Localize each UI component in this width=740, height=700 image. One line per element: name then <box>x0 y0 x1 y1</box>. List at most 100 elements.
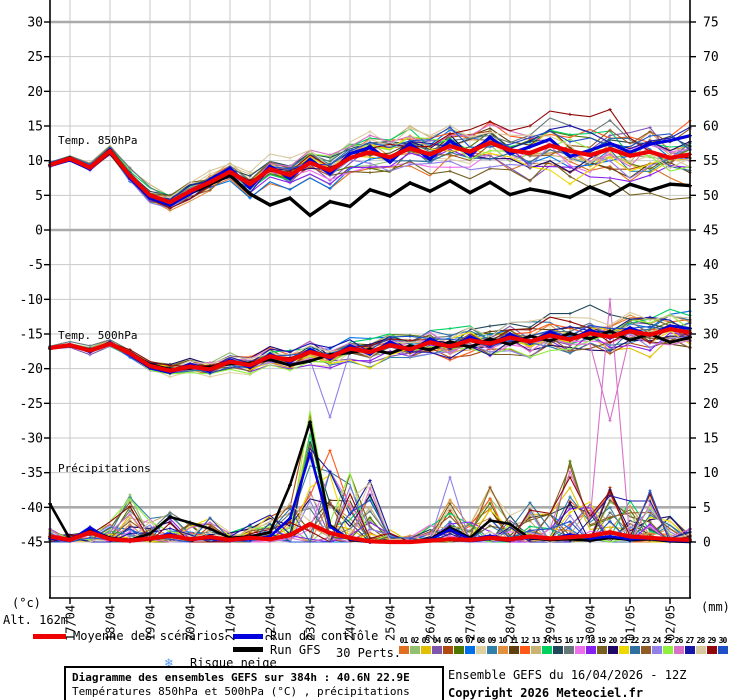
perturbation-number: 23 <box>641 636 651 645</box>
legend-control-label: Run de contrôle <box>270 629 379 643</box>
perturbation-02: 02 <box>409 636 420 654</box>
perturbation-color-square <box>640 646 651 654</box>
perturbation-03: 03 <box>420 636 431 654</box>
perturbation-number: 12 <box>520 636 530 645</box>
perturbation-number: 20 <box>608 636 618 645</box>
perturbation-number: 26 <box>674 636 684 645</box>
perturbation-15: 15 <box>552 636 563 654</box>
perturbation-number: 21 <box>619 636 629 645</box>
right-axis-tick-label: 65 <box>703 85 719 100</box>
perturbation-17: 17 <box>574 636 585 654</box>
left-axis-tick-label: 0 <box>35 224 43 239</box>
perturbation-number: 27 <box>685 636 695 645</box>
perturbation-28: 28 <box>695 636 706 654</box>
perturbation-26: 26 <box>673 636 684 654</box>
right-axis-tick-label: 55 <box>703 154 719 169</box>
perturbation-number: 15 <box>553 636 563 645</box>
perturbation-color-square <box>486 646 497 654</box>
perturbation-number: 03 <box>421 636 431 645</box>
left-axis-tick-label: 5 <box>35 189 43 204</box>
right-axis-tick-label: 10 <box>703 466 719 481</box>
x-axis-date-label: 21/04 <box>224 605 238 641</box>
perturbation-29: 29 <box>706 636 717 654</box>
perturbation-number: 09 <box>487 636 497 645</box>
gfs-line-swatch <box>233 647 263 652</box>
chart-axes: 302520151050-5-10-15-20-25-30-35-40-4575… <box>20 0 719 641</box>
right-axis-tick-label: 15 <box>703 432 719 447</box>
perturbation-12: 12 <box>519 636 530 654</box>
perturbation-14: 14 <box>541 636 552 654</box>
perturbation-color-square <box>662 646 673 654</box>
perturbation-number: 24 <box>652 636 662 645</box>
x-axis-date-label: 24/04 <box>344 605 358 641</box>
perturbation-color-square <box>563 646 574 654</box>
panel-label-precip: Précipitations <box>58 462 151 475</box>
right-axis-tick-label: 20 <box>703 397 719 412</box>
right-axis-tick-label: 0 <box>703 536 711 551</box>
perturbation-color-square <box>684 646 695 654</box>
copyright: Copyright 2026 Meteociel.fr <box>448 686 644 700</box>
perturbation-number: 11 <box>509 636 519 645</box>
perturbation-22: 22 <box>629 636 640 654</box>
right-axis-tick-label: 40 <box>703 258 719 273</box>
perturbation-color-square <box>497 646 508 654</box>
perturbation-color-square <box>442 646 453 654</box>
x-axis-date-label: 23/04 <box>304 605 318 641</box>
perturbation-number: 17 <box>575 636 585 645</box>
perturbation-number: 07 <box>465 636 475 645</box>
main-run-lines <box>48 133 692 545</box>
perturbation-21: 21 <box>618 636 629 654</box>
legend-perts-label: 30 Perts. <box>336 646 402 660</box>
x-axis-date-label: 18/04 <box>104 605 118 641</box>
right-axis-tick-label: 5 <box>703 501 711 516</box>
perturbation-number: 06 <box>454 636 464 645</box>
perturbation-color-square <box>431 646 442 654</box>
perturbation-20: 20 <box>607 636 618 654</box>
left-axis-tick-label: 30 <box>27 16 43 31</box>
perturbation-number: 08 <box>476 636 486 645</box>
perturbation-color-square <box>475 646 486 654</box>
perturbation-number: 14 <box>542 636 552 645</box>
perturbation-24: 24 <box>651 636 662 654</box>
left-axis-tick-label: 15 <box>27 120 43 135</box>
x-axis-date-label: 01/05 <box>624 605 638 641</box>
right-axis-tick-label: 50 <box>703 189 719 204</box>
perturbation-number: 22 <box>630 636 640 645</box>
perturbation-color-square <box>574 646 585 654</box>
left-axis-unit: (°c) <box>12 596 41 610</box>
perturbation-color-square <box>607 646 618 654</box>
ensemble-member-lines <box>48 107 692 544</box>
right-axis-tick-label: 25 <box>703 362 719 377</box>
perturbation-color-square <box>695 646 706 654</box>
perturbation-number: 19 <box>597 636 607 645</box>
left-axis-tick-label: -35 <box>20 466 43 481</box>
x-axis-date-label: 28/04 <box>504 605 518 641</box>
perturbation-color-square <box>541 646 552 654</box>
perturbation-11: 11 <box>508 636 519 654</box>
diagram-subtitle: Températures 850hPa et 500hPa (°C) , pré… <box>72 685 410 700</box>
footer-title-box: Diagramme des ensembles GEFS sur 384h : … <box>64 666 444 700</box>
left-axis-tick-label: -45 <box>20 536 43 551</box>
perturbation-color-square <box>629 646 640 654</box>
perturbation-color-square <box>508 646 519 654</box>
perturbation-number: 25 <box>663 636 673 645</box>
perturbation-07: 07 <box>464 636 475 654</box>
perturbation-color-square <box>673 646 684 654</box>
perturbation-color-square <box>706 646 717 654</box>
x-axis-date-label: 26/04 <box>424 605 438 641</box>
perturbation-30: 30 <box>717 636 728 654</box>
x-axis-date-label: 02/05 <box>664 605 678 641</box>
perturbation-23: 23 <box>640 636 651 654</box>
perturbation-number: 28 <box>696 636 706 645</box>
x-axis-date-label: 20/04 <box>184 605 198 641</box>
perturbation-number: 29 <box>707 636 717 645</box>
perturbation-09: 09 <box>486 636 497 654</box>
perturbation-color-square <box>717 646 728 654</box>
perturbation-number: 13 <box>531 636 541 645</box>
left-axis-tick-label: -15 <box>20 328 43 343</box>
perturbation-number: 04 <box>432 636 442 645</box>
right-axis-tick-label: 30 <box>703 328 719 343</box>
right-axis-tick-label: 60 <box>703 120 719 135</box>
perturbation-number: 02 <box>410 636 420 645</box>
